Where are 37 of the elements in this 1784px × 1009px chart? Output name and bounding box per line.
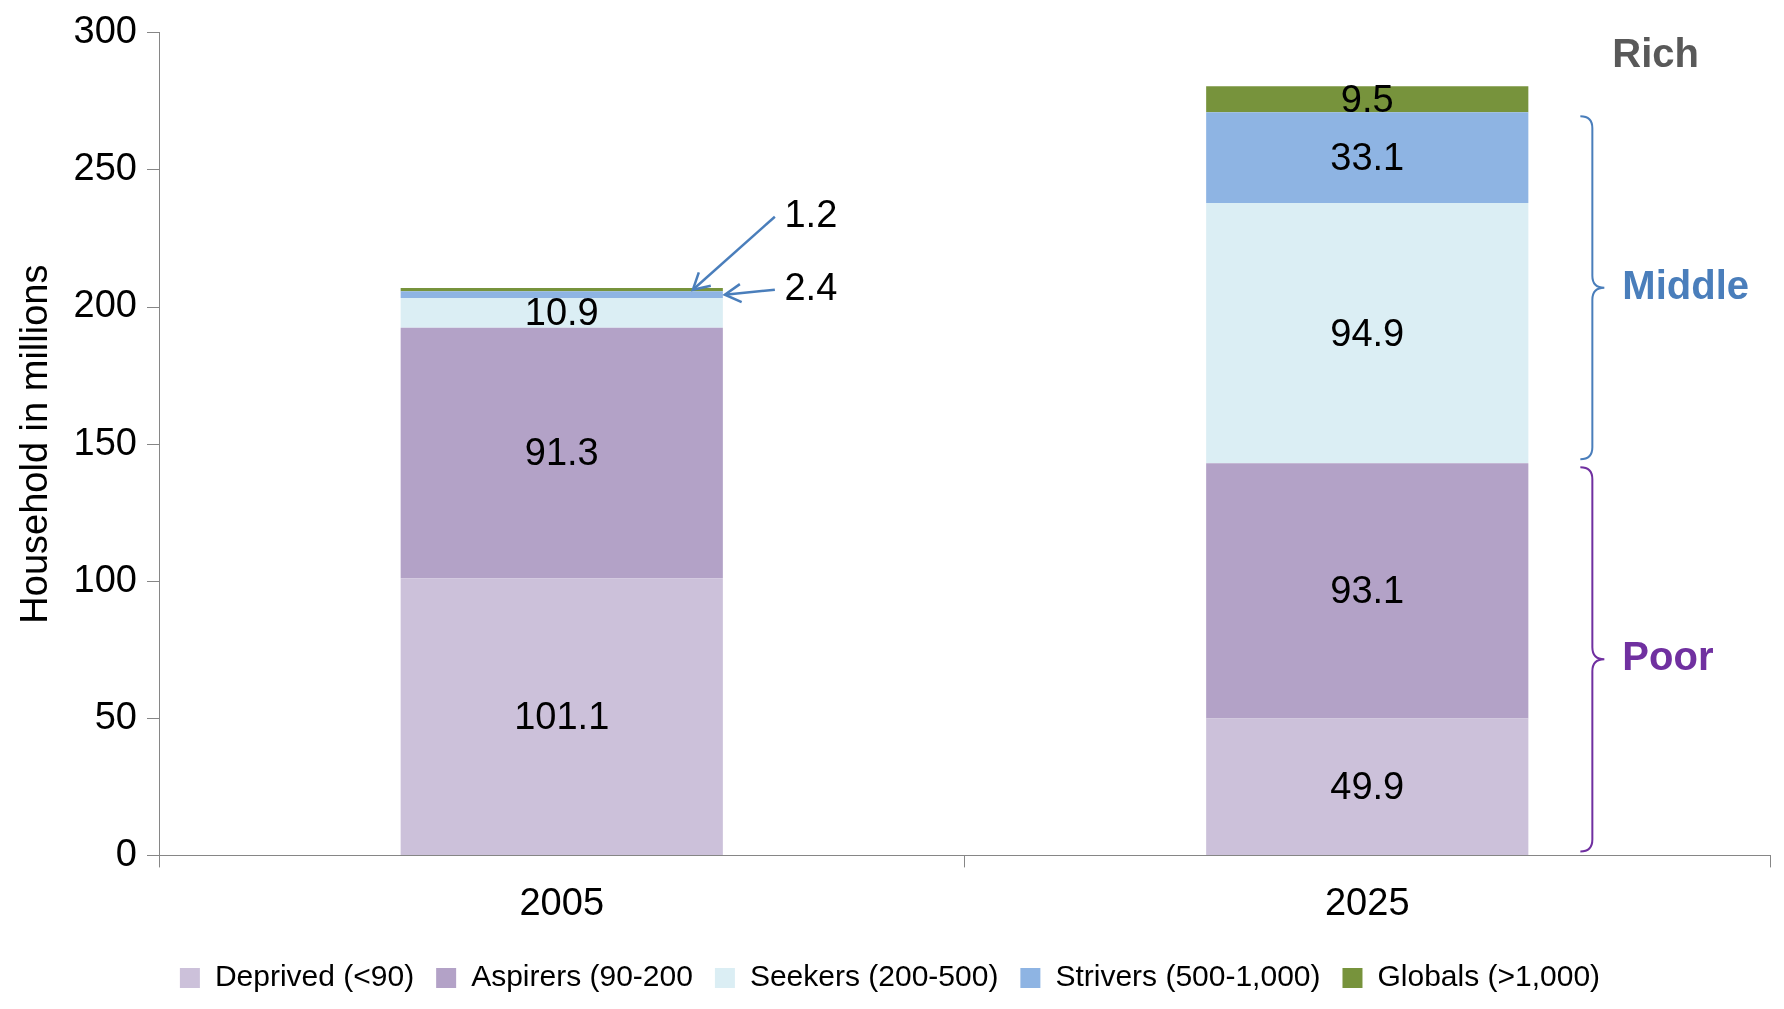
data-label: 33.1 [1330, 136, 1405, 179]
y-tick-label: 50 [94, 694, 137, 737]
annotation: Rich [1612, 31, 1700, 76]
data-label: 49.9 [1330, 765, 1405, 808]
y-tick-label: 300 [73, 9, 137, 52]
bar [1206, 203, 1529, 464]
bar [400, 327, 723, 579]
y-tick-label: 0 [115, 831, 137, 874]
legend-label: Strivers (500-1,000) [1055, 959, 1321, 993]
bar [1206, 86, 1529, 113]
data-label: 1.2 [784, 193, 838, 236]
data-label: 93.1 [1330, 569, 1405, 612]
x-tick-label: 2005 [519, 880, 605, 923]
y-tick-label: 150 [73, 420, 137, 463]
y-tick-label: 100 [73, 557, 137, 600]
data-label: 94.9 [1330, 311, 1405, 354]
annotation: Poor [1622, 634, 1714, 679]
legend-label: Globals (>1,000) [1377, 959, 1601, 993]
data-label: 9.5 [1340, 77, 1394, 120]
data-label: 10.9 [524, 291, 599, 334]
legend-label: Seekers (200-500) [749, 959, 999, 993]
bar [400, 297, 723, 328]
data-label: 2.4 [784, 266, 838, 309]
bar [1206, 463, 1529, 719]
y-tick-label: 200 [73, 283, 137, 326]
y-tick-label: 250 [73, 146, 137, 189]
bar [1206, 112, 1529, 204]
bar [400, 291, 723, 298]
legend-label: Aspirers (90-200 [471, 959, 693, 993]
data-label: 91.3 [524, 431, 599, 474]
annotation: Middle [1622, 262, 1750, 307]
legend-label: Deprived (<90) [214, 959, 415, 993]
data-label: 101.1 [514, 695, 610, 738]
bar [1206, 718, 1529, 855]
y-axis-title: Household in millions [13, 264, 56, 624]
x-tick-label: 2025 [1324, 880, 1410, 923]
bar [400, 578, 723, 855]
